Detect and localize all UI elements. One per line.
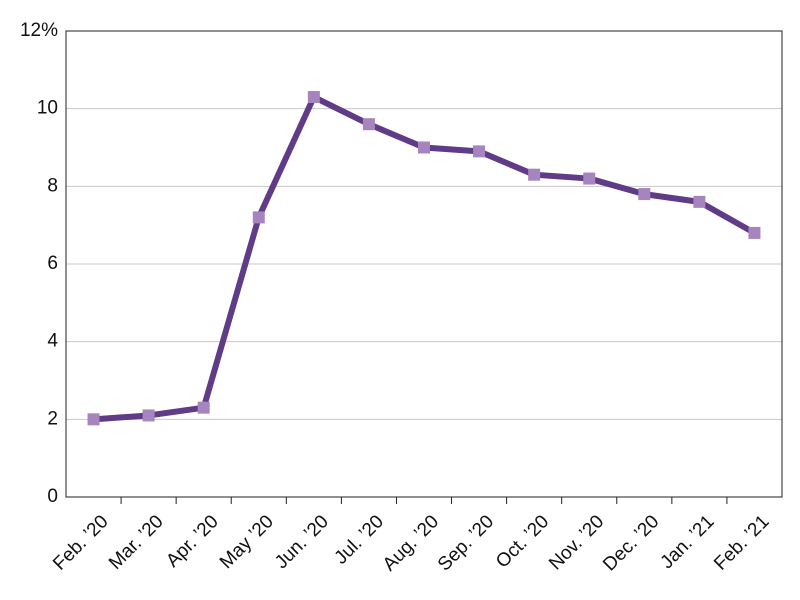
marker [583, 172, 596, 185]
marker [142, 409, 155, 422]
marker [418, 141, 430, 154]
x-tick-label: Feb. ’21 [710, 511, 773, 574]
y-tick-label: 4 [47, 331, 58, 352]
y-tick-label: 0 [47, 486, 58, 507]
y-tick-label: 6 [47, 253, 58, 274]
marker [252, 211, 265, 224]
plot-frame [65, 30, 783, 498]
y-tick-label: 12% [20, 20, 58, 41]
x-tick-label: Dec. ’20 [599, 511, 663, 575]
y-tick-label: 8 [47, 175, 58, 196]
x-tick-label: Apr. ’20 [162, 511, 222, 571]
marker [528, 168, 541, 181]
x-tick-label: Feb. ’20 [49, 511, 112, 574]
x-tick-label: Nov. ’20 [545, 511, 608, 574]
marker [638, 188, 651, 201]
x-tick-label: Jun. ’20 [271, 511, 333, 573]
marker [473, 145, 486, 158]
marker [87, 413, 100, 426]
x-tick-label: Sep. ’20 [434, 511, 498, 575]
marker [748, 226, 761, 239]
x-tick-label: Aug. ’20 [379, 511, 443, 575]
x-tick-label: Mar. ’20 [105, 511, 168, 574]
marker [362, 118, 375, 131]
marker [693, 195, 706, 208]
y-tick-label: 10 [37, 98, 58, 119]
x-tick-label: Jan. ’21 [657, 511, 719, 573]
marker [307, 91, 320, 104]
y-tick-label: 2 [47, 408, 58, 429]
x-tick-label: May ’20 [216, 511, 278, 573]
x-tick-label: Oct. ’20 [492, 511, 553, 572]
marker [197, 401, 210, 414]
